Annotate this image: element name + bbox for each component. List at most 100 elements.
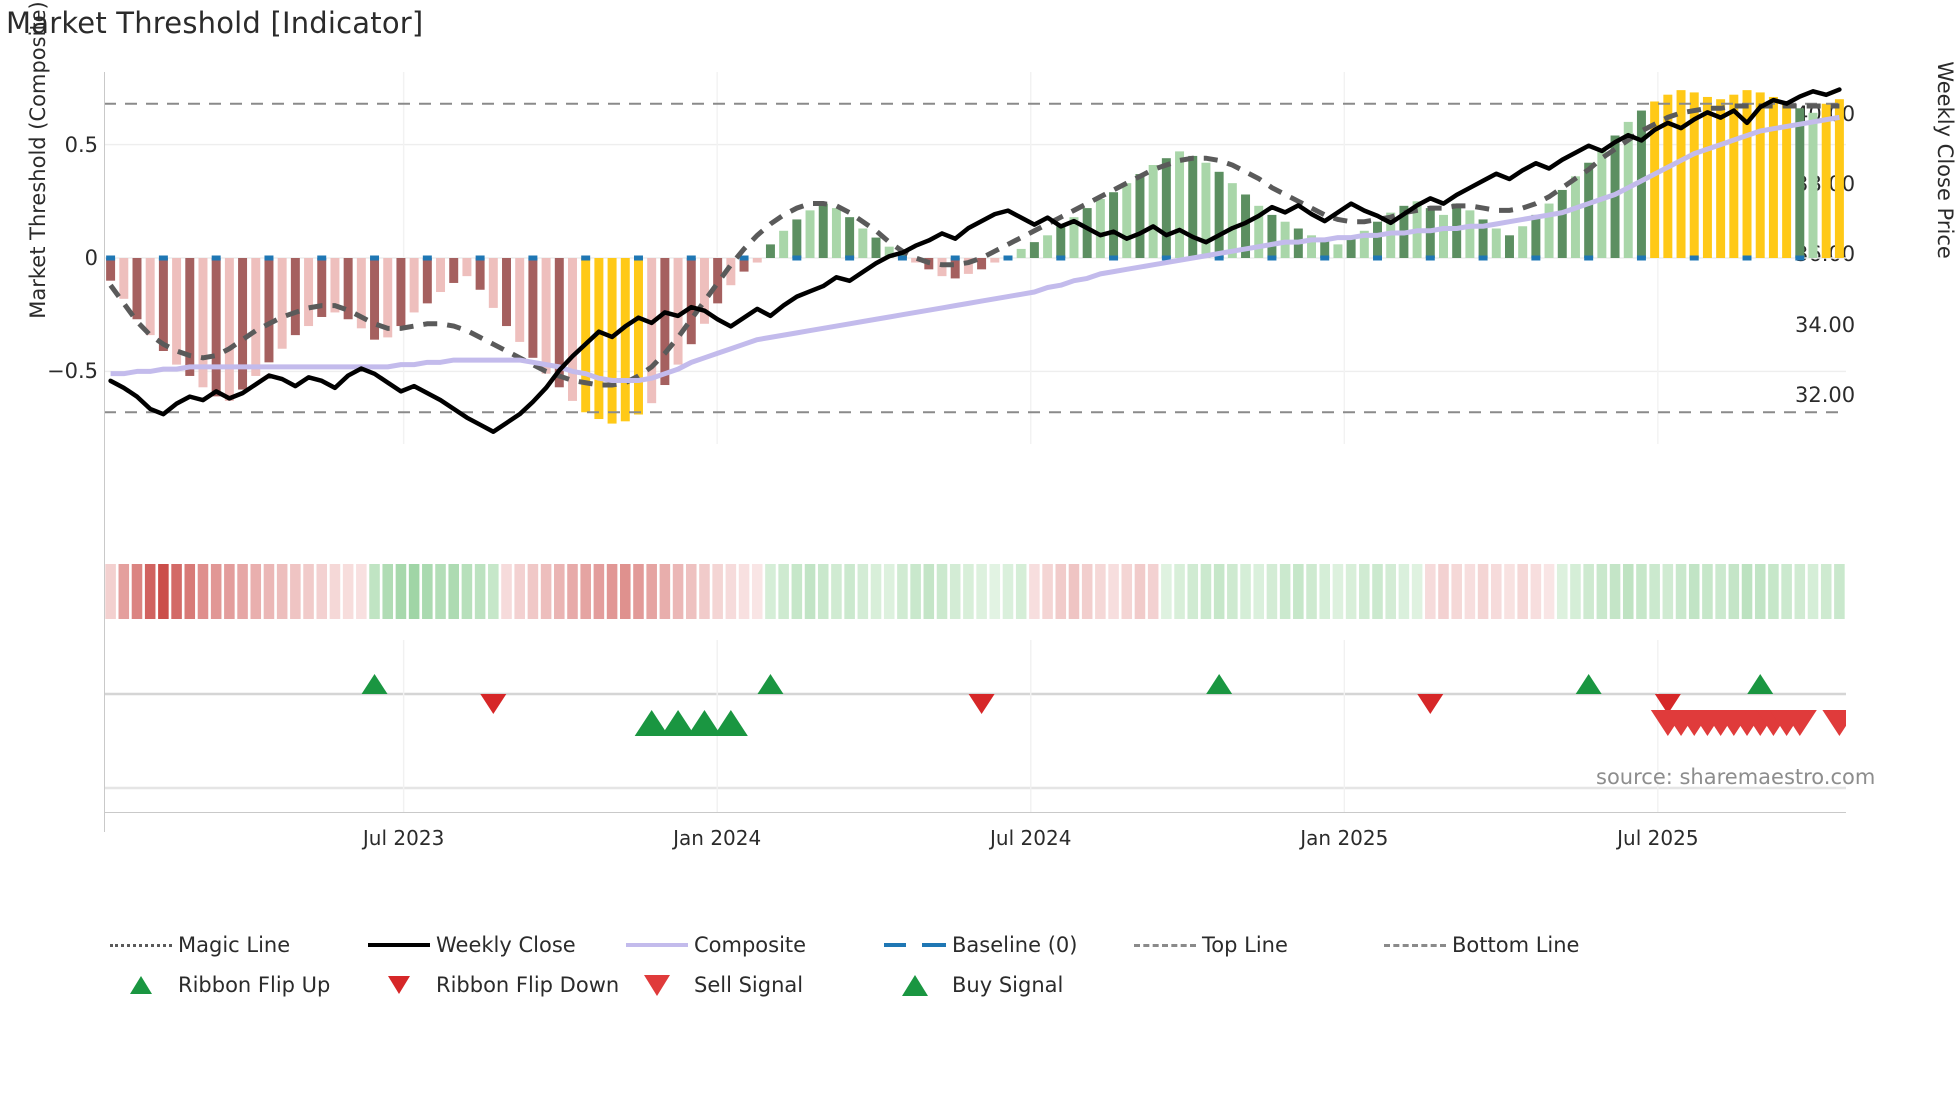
chart-legend: Magic LineWeekly CloseComposite Baseline … <box>104 925 1904 1005</box>
ribbon-cell <box>1451 564 1462 619</box>
ribbon-cell <box>185 564 196 619</box>
legend-item[interactable]: Buy Signal <box>878 973 1128 997</box>
ribbon-cell <box>580 564 591 619</box>
ribbon-cell <box>567 564 578 619</box>
ribbon-cell <box>1821 564 1832 619</box>
legend-item[interactable]: Weekly Close <box>362 933 620 957</box>
ribbon-cell <box>1557 564 1568 619</box>
ribbon-cell <box>924 564 935 619</box>
histogram-bar <box>1677 90 1686 258</box>
histogram-bar <box>779 231 788 258</box>
histogram-bar <box>1597 149 1606 258</box>
ribbon-cell <box>1214 564 1225 619</box>
ribbon-cell <box>1095 564 1106 619</box>
main-chart-plot[interactable] <box>104 72 1846 444</box>
histogram-bar <box>1571 176 1580 258</box>
solid-line-icon <box>362 943 436 947</box>
legend-item[interactable]: Magic Line <box>104 933 362 957</box>
y-axis-left-tick: 0.5 <box>0 133 98 157</box>
ribbon-cell <box>739 564 750 619</box>
histogram-bar <box>172 258 181 365</box>
ribbon-cell <box>1280 564 1291 619</box>
ribbon-cell <box>818 564 829 619</box>
ribbon-cell <box>501 564 512 619</box>
histogram-bar <box>515 258 524 342</box>
ribbon-strip-plot[interactable] <box>104 564 1846 619</box>
histogram-bar <box>1835 99 1844 258</box>
histogram-bar <box>581 258 590 412</box>
ribbon-cell <box>1187 564 1198 619</box>
legend-item-label: Baseline (0) <box>952 933 1077 957</box>
ribbon-cell <box>343 564 354 619</box>
legend-item[interactable]: Top Line <box>1128 933 1378 957</box>
histogram-bar <box>212 258 221 396</box>
ribbon-cell <box>1689 564 1700 619</box>
ribbon-cell <box>250 564 261 619</box>
legend-item[interactable]: Baseline (0) <box>878 933 1128 957</box>
histogram-bar <box>1135 174 1144 258</box>
histogram-bar <box>291 258 300 335</box>
ribbon-cell <box>277 564 288 619</box>
ribbon-cell <box>963 564 974 619</box>
ribbon-cell <box>1570 564 1581 619</box>
ribbon-cell <box>171 564 182 619</box>
ribbon-cell <box>990 564 1001 619</box>
histogram-bar <box>1096 199 1105 258</box>
ribbon-cell <box>1293 564 1304 619</box>
legend-item[interactable]: Bottom Line <box>1378 933 1628 957</box>
histogram-bar <box>951 258 960 278</box>
histogram-bar <box>1492 229 1501 258</box>
ribbon-cell <box>264 564 275 619</box>
ribbon-cell <box>1056 564 1067 619</box>
ribbon-flip-up-marker <box>1747 674 1773 694</box>
histogram-bar <box>634 258 643 415</box>
histogram-bar <box>1347 238 1356 258</box>
dashed-line-icon <box>1378 944 1452 947</box>
histogram-bar <box>1043 235 1052 258</box>
y-axis-right-title: Weekly Close Price <box>1933 0 1957 350</box>
histogram-bar <box>1703 97 1712 258</box>
ribbon-cell <box>475 564 486 619</box>
ribbon-cell <box>1517 564 1528 619</box>
signal-markers-plot[interactable] <box>104 640 1846 812</box>
histogram-bar <box>1175 151 1184 258</box>
histogram-bar <box>687 258 696 344</box>
ribbon-cell <box>646 564 657 619</box>
ribbon-cell <box>541 564 552 619</box>
legend-item[interactable]: Ribbon Flip Up <box>104 973 362 997</box>
histogram-bar <box>608 258 617 424</box>
ribbon-cell <box>1359 564 1370 619</box>
histogram-bar <box>1030 242 1039 258</box>
legend-item[interactable]: Ribbon Flip Down <box>362 973 620 997</box>
histogram-bar <box>1109 192 1118 258</box>
ribbon-cell <box>1834 564 1845 619</box>
ribbon-cell <box>1372 564 1383 619</box>
legend-item[interactable]: Composite <box>620 933 878 957</box>
histogram-bar <box>462 258 471 276</box>
legend-item-label: Top Line <box>1202 933 1288 957</box>
histogram-bar <box>1320 240 1329 258</box>
ribbon-flip-up-marker <box>362 674 388 694</box>
ribbon-cell <box>1227 564 1238 619</box>
y-axis-left-title: Market Threshold (Composite) <box>26 0 50 350</box>
ribbon-cell <box>1333 564 1344 619</box>
ribbon-cell <box>1544 564 1555 619</box>
ribbon-cell <box>1438 564 1449 619</box>
histogram-bar <box>858 229 867 258</box>
ribbon-cell <box>158 564 169 619</box>
ribbon-cell <box>396 564 407 619</box>
ribbon-cell <box>1623 564 1634 619</box>
x-axis-spine <box>104 812 1846 813</box>
ribbon-cell <box>1240 564 1251 619</box>
legend-item[interactable]: Sell Signal <box>620 973 878 997</box>
ribbon-cell <box>805 564 816 619</box>
histogram-bar <box>647 258 656 403</box>
ribbon-cell <box>330 564 341 619</box>
x-axis-tick: Jul 2025 <box>1558 826 1758 850</box>
ribbon-cell <box>1082 564 1093 619</box>
ribbon-cell <box>1729 564 1740 619</box>
ribbon-cell <box>198 564 209 619</box>
ribbon-cell <box>1161 564 1172 619</box>
histogram-bar <box>872 238 881 258</box>
ribbon-cell <box>910 564 921 619</box>
